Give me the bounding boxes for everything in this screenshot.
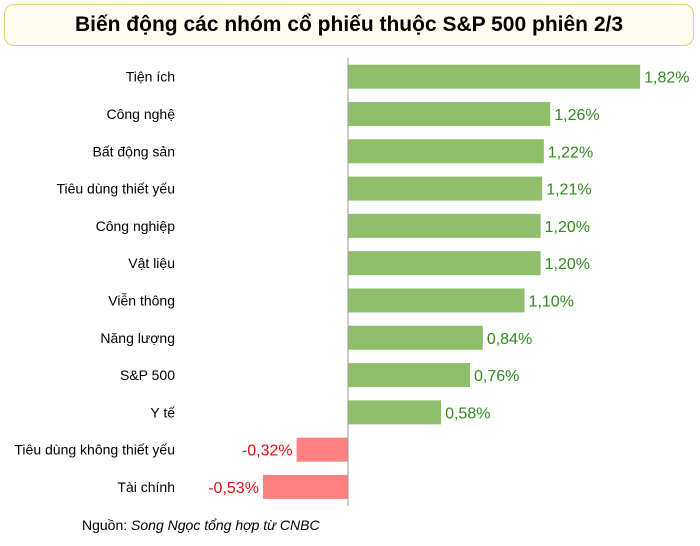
category-label: Tiện ích [126, 69, 175, 85]
bar [348, 325, 483, 350]
data-label: 1,20% [545, 256, 590, 273]
bar [348, 251, 541, 276]
chart-title-box: Biến động các nhóm cổ phiếu thuộc S&P 50… [4, 4, 694, 46]
category-label: Năng lượng [100, 330, 175, 346]
category-label: Công nghệ [106, 106, 175, 122]
category-label: Viễn thông [108, 292, 175, 308]
data-label: -0,32% [242, 443, 293, 460]
source-text: Song Ngọc tổng hợp từ CNBC [131, 517, 320, 533]
data-label: 0,58% [445, 405, 490, 422]
category-label: Y tế [150, 404, 175, 420]
bar [348, 363, 470, 388]
chart-title: Biến động các nhóm cổ phiếu thuộc S&P 50… [74, 13, 624, 36]
bar [348, 400, 442, 425]
category-label: Tiêu dùng thiết yếu [56, 181, 175, 197]
bar [348, 139, 544, 164]
bar [348, 288, 525, 313]
source-note: Nguồn: Song Ngọc tổng hợp từ CNBC [82, 517, 320, 533]
bar [348, 176, 543, 201]
category-label: Công nghiệp [96, 218, 176, 234]
source-prefix: Nguồn: [82, 517, 128, 533]
bar [348, 213, 541, 238]
data-label: 1,21% [546, 182, 591, 199]
data-label: 1,26% [554, 107, 599, 124]
bar [262, 474, 348, 499]
data-label: 0,84% [487, 331, 532, 348]
category-label: Bất động sản [92, 143, 175, 159]
data-label: -0,53% [208, 480, 259, 497]
category-label: Tiêu dùng không thiết yếu [14, 442, 175, 458]
category-label: Tài chính [117, 479, 175, 495]
bar [348, 101, 551, 126]
data-label: 1,82% [644, 70, 689, 87]
data-label: 0,76% [474, 368, 519, 385]
bar [348, 64, 641, 89]
category-label: S&P 500 [120, 367, 175, 383]
data-label: 1,20% [545, 219, 590, 236]
bar [296, 437, 348, 462]
data-label: 1,10% [529, 293, 574, 310]
category-label: Vật liệu [128, 255, 175, 271]
data-label: 1,22% [548, 144, 593, 161]
